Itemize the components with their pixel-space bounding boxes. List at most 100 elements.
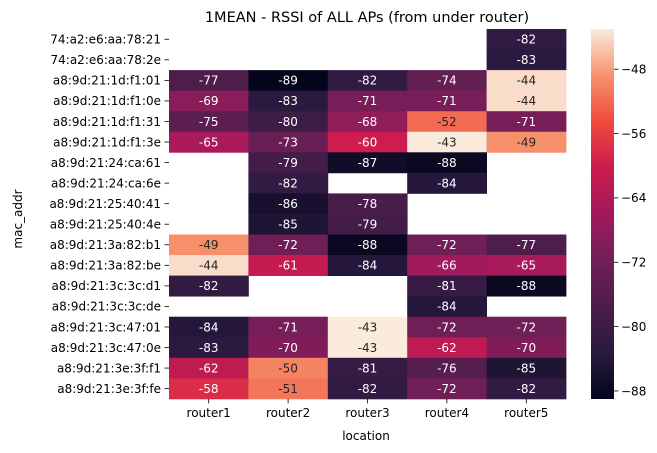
colorbar-ticks: −48 −56 −64 −72 −80 −88 (614, 63, 646, 398)
y-tick-label: a8:9d:21:1d:f1:01 (53, 74, 161, 88)
colorbar-tick-label: −64 (621, 191, 646, 205)
cell-value-label: -81 (437, 279, 457, 293)
heatmap-cell (327, 234, 408, 256)
heatmap-cell (327, 378, 408, 400)
cell-value-label: -73 (278, 135, 298, 149)
heatmap-cell (327, 213, 408, 235)
cell-value-label: -83 (278, 94, 298, 108)
heatmap-cell (248, 172, 329, 194)
cell-value-label: -79 (358, 218, 378, 232)
cell-value-label: -85 (278, 218, 298, 232)
cell-value-label: -72 (437, 238, 457, 252)
heatmap-cell (327, 70, 408, 92)
cell-value-label: -72 (516, 320, 536, 334)
heatmap-cell (486, 234, 567, 256)
heatmap-cell (248, 316, 329, 338)
heatmap-cell (327, 193, 408, 215)
heatmap-cell (407, 378, 487, 400)
heatmap-cell (486, 275, 567, 297)
y-tick-label: a8:9d:21:3e:3f:fe (57, 382, 161, 396)
heatmap-cell (327, 90, 408, 112)
heatmap-cell (407, 296, 487, 318)
cell-value-label: -43 (437, 135, 457, 149)
heatmap-cell (486, 70, 567, 92)
cell-value-label: -72 (437, 320, 457, 334)
heatmap-cell (169, 357, 249, 379)
cell-value-label: -84 (358, 259, 378, 273)
heatmap-cell (486, 49, 567, 71)
cell-value-label: -83 (199, 341, 219, 355)
cell-value-label: -68 (358, 115, 378, 129)
heatmap-cell (248, 255, 329, 276)
cell-value-label: -82 (516, 33, 536, 47)
cell-value-label: -88 (516, 279, 536, 293)
heatmap-cell (169, 337, 249, 359)
x-tick-label: router5 (504, 406, 548, 420)
cell-value-label: -62 (437, 341, 457, 355)
cell-value-label: -70 (278, 341, 298, 355)
y-tick-label: a8:9d:21:3e:3f:f1 (57, 361, 161, 375)
x-tick-label: router2 (266, 406, 310, 420)
cell-value-label: -70 (516, 341, 536, 355)
cell-value-label: -44 (516, 74, 536, 88)
heatmap-cell (327, 255, 408, 276)
colorbar-tick-label: −80 (621, 320, 646, 334)
y-tick-label: a8:9d:21:1d:f1:3e (53, 135, 161, 149)
cell-value-label: -76 (437, 361, 457, 375)
heatmap-cell (248, 193, 329, 215)
heatmap-cell (327, 316, 408, 338)
cell-value-label: -85 (516, 361, 536, 375)
cell-value-label: -52 (437, 115, 457, 129)
heatmap-cell (327, 357, 408, 379)
cell-value-label: -72 (278, 238, 298, 252)
cell-value-label: -66 (437, 259, 457, 273)
heatmap-cell (327, 131, 408, 153)
cell-value-label: -81 (358, 361, 378, 375)
heatmap-cell (486, 357, 567, 379)
heatmap-cell (248, 111, 329, 133)
cell-value-label: -71 (516, 115, 536, 129)
cell-value-label: -82 (358, 74, 378, 88)
heatmap-cell (407, 316, 487, 338)
heatmap-cell (327, 111, 408, 133)
cell-value-label: -89 (278, 74, 298, 88)
heatmap-cell (169, 255, 249, 276)
colorbar-tick-label: −88 (621, 384, 646, 398)
heatmap-cell (486, 131, 567, 153)
heatmap-cell (407, 234, 487, 256)
heatmap-cell (407, 337, 487, 359)
heatmap-cell (327, 152, 408, 174)
cell-value-label: -44 (199, 259, 219, 273)
cell-value-label: -82 (358, 382, 378, 396)
cell-value-label: -83 (516, 53, 536, 67)
heatmap-cell (169, 234, 249, 256)
heatmap-cell (169, 378, 249, 400)
cell-value-label: -71 (358, 94, 378, 108)
cell-value-label: -43 (358, 320, 378, 334)
chart-title: 1MEAN - RSSI of ALL APs (from under rout… (205, 10, 529, 26)
cell-value-label: -43 (358, 341, 378, 355)
x-axis-ticks: router1 router2 router3 router4 router5 (187, 398, 548, 420)
y-tick-label: a8:9d:21:1d:f1:31 (53, 115, 161, 129)
heatmap-cell (248, 378, 329, 400)
heatmap-cells (169, 29, 567, 400)
heatmap-cell (169, 275, 249, 297)
heatmap-cell (407, 131, 487, 153)
heatmap-cell (407, 152, 487, 174)
y-tick-label: a8:9d:21:25:40:4e (50, 218, 161, 232)
y-tick-label: a8:9d:21:3c:47:01 (51, 320, 162, 334)
y-axis-ticks: 74:a2:e6:aa:78:21 74:a2:e6:aa:78:2e a8:9d:… (49, 33, 169, 396)
cell-value-label: -84 (199, 320, 219, 334)
cell-value-label: -77 (516, 238, 536, 252)
cell-value-label: -82 (199, 279, 219, 293)
cell-value-label: -60 (358, 135, 378, 149)
cell-value-label: -69 (199, 94, 219, 108)
cell-value-label: -78 (358, 197, 378, 211)
cell-value-label: -51 (278, 382, 298, 396)
heatmap-cell (407, 357, 487, 379)
heatmap-cell (169, 316, 249, 338)
cell-value-label: -58 (199, 382, 219, 396)
colorbar-tick-label: −56 (621, 127, 646, 141)
heatmap-cell (248, 337, 329, 359)
heatmap-cell (248, 152, 329, 174)
